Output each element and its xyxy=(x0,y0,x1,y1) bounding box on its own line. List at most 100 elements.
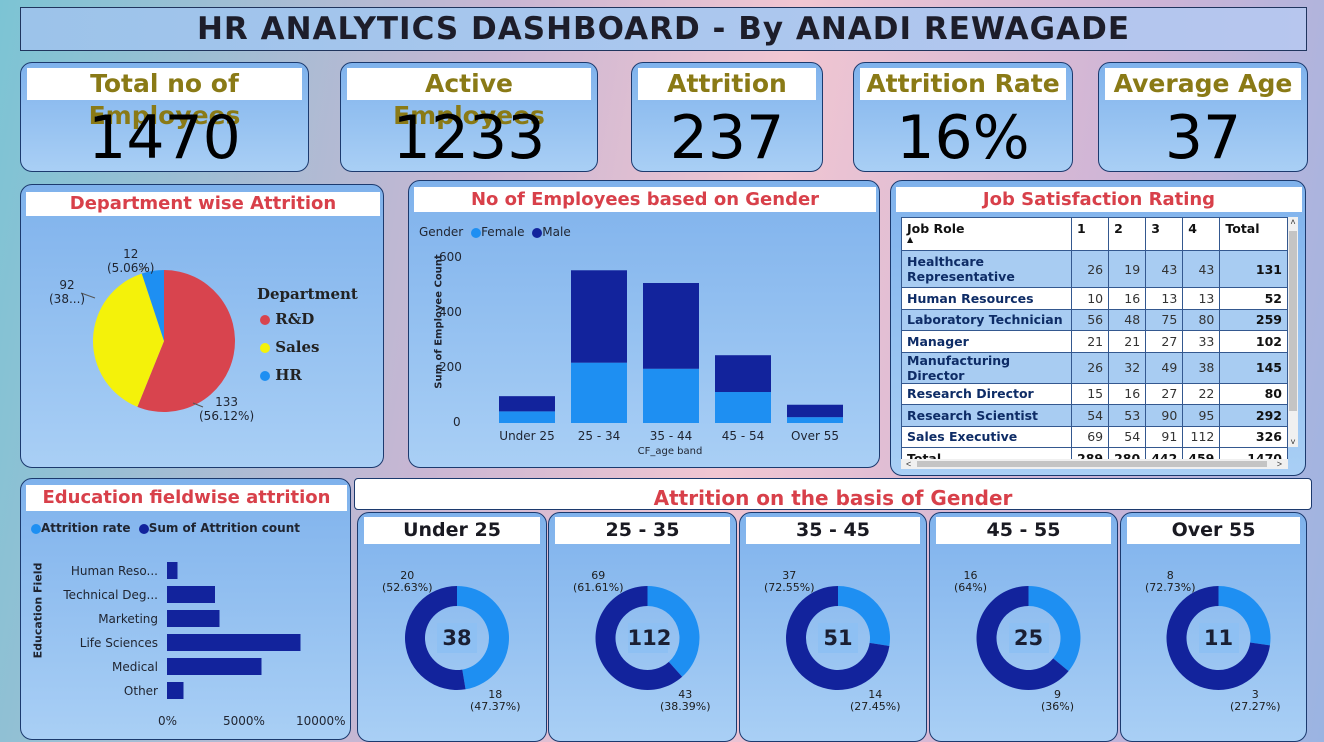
pie-slice-sales[interactable] xyxy=(92,273,164,407)
legend-item-female[interactable]: Female xyxy=(481,225,525,239)
bar-female[interactable] xyxy=(571,362,627,423)
kpi-value: 1233 xyxy=(392,103,546,173)
kpi-active-employees[interactable]: Active Employees 1233 xyxy=(340,62,598,172)
table-row[interactable]: Manager 21 21 27 33 102 xyxy=(901,330,1288,353)
label-leader xyxy=(138,266,147,271)
donut-segment-male[interactable] xyxy=(405,586,466,690)
donut-label-male: 8 (72.73%) xyxy=(1145,569,1196,594)
legend-dot xyxy=(532,227,543,238)
donut-label-female: 18 (47.37%) xyxy=(470,688,521,713)
column-header-3[interactable]: 3 xyxy=(1145,217,1184,251)
column-header-job-role[interactable]: Job Role ▲ xyxy=(901,217,1072,251)
education-attrition-panel[interactable]: Education fieldwise attrition Attrition … xyxy=(20,478,351,740)
pie-label-hr: 12 (5.06%) xyxy=(107,247,155,275)
bar-education[interactable] xyxy=(167,658,262,675)
bar-education[interactable] xyxy=(167,586,215,603)
donut-segment-male[interactable] xyxy=(595,586,683,690)
column-header-2[interactable]: 2 xyxy=(1108,217,1147,251)
legend-item-rd[interactable]: R&D xyxy=(260,310,358,328)
table-row[interactable]: Laboratory Technician 56 48 75 80 259 xyxy=(901,308,1288,331)
table-row[interactable]: Sales Executive 69 54 91 112 326 xyxy=(901,425,1288,448)
donut-segment-female[interactable] xyxy=(1028,586,1081,672)
pie-slice-rd[interactable] xyxy=(137,270,236,412)
legend-dot xyxy=(471,227,482,238)
donut-card-45-55[interactable]: 45 - 55 25 16 (64%) 9 (36%) xyxy=(929,512,1118,742)
scroll-down-icon[interactable]: ˅ xyxy=(1290,437,1296,447)
vertical-scrollbar[interactable]: ˄ ˅ xyxy=(1288,217,1298,447)
cell-value: 26 xyxy=(1070,351,1110,384)
bar-education[interactable] xyxy=(167,562,178,579)
bar-education[interactable] xyxy=(167,634,301,651)
panel-title: Education fieldwise attrition xyxy=(26,485,347,511)
job-satisfaction-table: Job Role ▲ 1 2 3 4 Total Healthcare Repre… xyxy=(901,217,1288,459)
cell-value: 102 xyxy=(1219,330,1288,353)
kpi-value: 237 xyxy=(669,103,785,173)
job-satisfaction-table-wrap[interactable]: Job Role ▲ 1 2 3 4 Total Healthcare Repre… xyxy=(901,217,1288,459)
bar-male[interactable] xyxy=(643,283,699,369)
bar-female[interactable] xyxy=(787,417,843,423)
donut-card-25-35[interactable]: 25 - 35 112 69 (61.61%) 43 (38.39%) xyxy=(548,512,737,742)
column-header-4[interactable]: 4 xyxy=(1182,217,1221,251)
donut-segment-male[interactable] xyxy=(976,586,1069,690)
kpi-total-employees[interactable]: Total no of Employees 1470 xyxy=(20,62,309,172)
kpi-average-age[interactable]: Average Age 37 xyxy=(1098,62,1308,172)
department-attrition-panel[interactable]: Department wise Attrition 12 (5.06%) 92 (3… xyxy=(20,184,384,468)
legend-item-male[interactable]: Male xyxy=(542,225,571,239)
bar-female[interactable] xyxy=(499,411,555,423)
legend-item-sales[interactable]: Sales xyxy=(260,338,358,356)
donut-segment-male[interactable] xyxy=(786,586,890,690)
cell-value: 19 xyxy=(1108,250,1147,288)
table-total-row[interactable]: Total 289 280 442 459 1470 xyxy=(901,447,1288,459)
table-row[interactable]: Research Scientist 54 53 90 95 292 xyxy=(901,404,1288,427)
column-header-total[interactable]: Total xyxy=(1219,217,1288,251)
legend-title: Department xyxy=(257,285,358,303)
donut-segment-female[interactable] xyxy=(457,586,509,690)
kpi-attrition[interactable]: Attrition 237 xyxy=(631,62,823,172)
table-row[interactable]: Human Resources 10 16 13 13 52 xyxy=(901,287,1288,310)
cell-value: 95 xyxy=(1182,404,1221,427)
bar-male[interactable] xyxy=(571,270,627,363)
donut-card-35-45[interactable]: 35 - 45 51 37 (72.55%) 14 (27.45%) xyxy=(739,512,927,742)
column-header-1[interactable]: 1 xyxy=(1070,217,1110,251)
donut-center-value: 25 xyxy=(1008,623,1049,653)
horizontal-scrollbar[interactable]: < > xyxy=(901,459,1288,469)
scroll-thumb[interactable] xyxy=(1289,231,1297,411)
bar-education[interactable] xyxy=(167,682,184,699)
cell-value: 27 xyxy=(1145,330,1184,353)
bar-education[interactable] xyxy=(167,610,220,627)
scroll-thumb[interactable] xyxy=(917,461,1267,467)
bar-female[interactable] xyxy=(643,368,699,423)
bar-male[interactable] xyxy=(499,396,555,412)
gender-employees-panel[interactable]: No of Employees based on Gender Gender F… xyxy=(408,180,880,468)
cell-job-role: Manufacturing Director xyxy=(901,351,1072,384)
legend-item-attrition-count[interactable]: Sum of Attrition count xyxy=(148,521,300,535)
table-row[interactable]: Research Director 15 16 27 22 80 xyxy=(901,382,1288,405)
donut-segment-female[interactable] xyxy=(838,586,890,646)
kpi-attrition-rate[interactable]: Attrition Rate 16% xyxy=(853,62,1073,172)
y-tick-label: Technical Deg... xyxy=(62,588,158,602)
scroll-left-icon[interactable]: < xyxy=(906,459,912,469)
scroll-up-icon[interactable]: ˄ xyxy=(1290,217,1296,227)
legend-item-hr[interactable]: HR xyxy=(260,366,358,384)
bar-male[interactable] xyxy=(715,355,771,393)
table-row[interactable]: Healthcare Representative 26 19 43 43 131 xyxy=(901,250,1288,288)
bar-female[interactable] xyxy=(715,392,771,423)
pie-label-sales: 92 (38...) xyxy=(49,278,86,306)
donut-chart xyxy=(976,586,1081,690)
education-bar-chart: Human Reso... Technical Deg... Marketing Li… xyxy=(62,562,301,699)
legend-item-attrition-rate[interactable]: Attrition rate xyxy=(41,521,131,535)
legend-dot xyxy=(260,371,270,381)
scroll-right-icon[interactable]: > xyxy=(1276,459,1282,469)
bar-male[interactable] xyxy=(787,404,843,418)
table-row[interactable]: Manufacturing Director 26 32 49 38 145 xyxy=(901,351,1288,384)
legend-dot xyxy=(260,343,270,353)
donut-segment-female[interactable] xyxy=(1218,586,1271,646)
job-satisfaction-panel[interactable]: Job Satisfaction Rating Job Role ▲ 1 2 3 … xyxy=(890,180,1306,476)
donut-segment-male[interactable] xyxy=(1166,586,1270,690)
donut-segment-female[interactable] xyxy=(647,586,700,677)
y-tick-label: Other xyxy=(124,684,158,698)
donut-card-over-55[interactable]: Over 55 11 8 (72.73%) 3 (27.27%) xyxy=(1120,512,1307,742)
cell-job-role: Research Scientist xyxy=(901,404,1072,427)
pie-slice-hr[interactable] xyxy=(141,270,164,341)
donut-card-under-25[interactable]: Under 25 38 20 (52.63%) 18 (47.37%) xyxy=(357,512,547,742)
